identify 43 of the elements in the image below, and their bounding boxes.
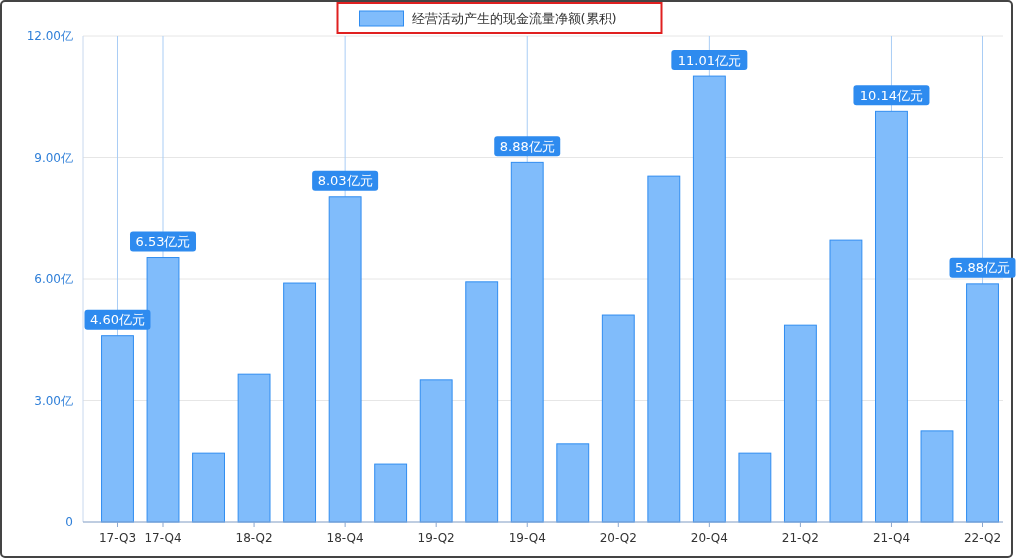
bar xyxy=(465,281,499,523)
data-label: 5.88亿元 xyxy=(955,260,1010,276)
bar xyxy=(328,196,362,523)
bar xyxy=(101,335,134,523)
y-tick-label: 3.00亿 xyxy=(34,393,73,408)
y-tick-label: 0 xyxy=(65,515,73,529)
data-label: 4.60亿元 xyxy=(90,312,145,328)
bar xyxy=(419,379,453,523)
x-tick-label: 17-Q3 xyxy=(98,531,137,545)
bar xyxy=(738,452,772,523)
legend-label: 经营活动产生的现金流量净额(累积) xyxy=(411,11,617,26)
bar xyxy=(920,430,954,523)
bar xyxy=(510,161,544,523)
bar xyxy=(601,314,635,523)
data-label: 10.14亿元 xyxy=(859,87,924,103)
x-tick-label: 20-Q2 xyxy=(599,531,637,545)
bar xyxy=(966,283,999,523)
bar xyxy=(192,452,225,523)
data-label: 11.01亿元 xyxy=(677,52,741,68)
bar xyxy=(692,75,726,523)
data-label: 6.53亿元 xyxy=(135,234,191,250)
x-tick-label: 22-Q2 xyxy=(963,531,1002,545)
bar xyxy=(875,110,908,523)
x-tick-label: 19-Q2 xyxy=(417,531,455,545)
y-tick-label: 6.00亿 xyxy=(34,272,73,286)
x-tick-label: 20-Q4 xyxy=(690,531,728,545)
x-tick-label: 21-Q2 xyxy=(781,531,819,545)
bar xyxy=(647,175,681,523)
bar xyxy=(556,443,590,523)
y-tick-label: 12.00亿 xyxy=(26,29,73,43)
data-label: 8.03亿元 xyxy=(317,173,373,189)
bar xyxy=(237,373,271,523)
x-tick-label: 18-Q4 xyxy=(326,531,364,545)
bar xyxy=(374,463,408,523)
x-tick-label: 19-Q4 xyxy=(508,531,546,545)
data-label: 8.88亿元 xyxy=(499,138,555,154)
bar xyxy=(829,239,863,523)
y-tick-label: 9.00亿 xyxy=(34,150,73,165)
x-tick-label: 18-Q2 xyxy=(235,531,273,545)
bar xyxy=(283,282,317,523)
x-tick-label: 21-Q4 xyxy=(872,531,911,545)
x-tick-label: 17-Q4 xyxy=(144,531,182,545)
bar xyxy=(783,324,817,523)
